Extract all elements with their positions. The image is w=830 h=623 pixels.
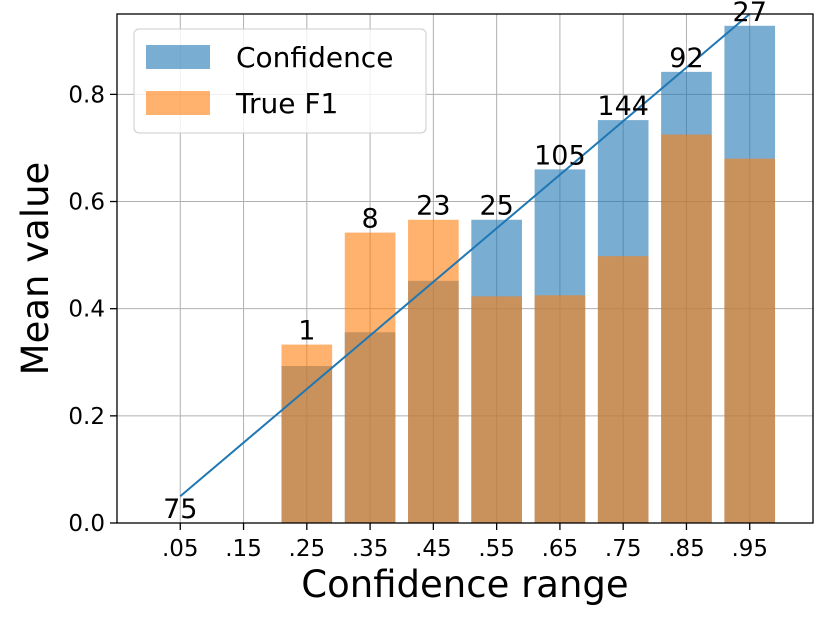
- bar-label-25: 1: [298, 316, 315, 347]
- bar-true-f1-45: [408, 219, 459, 523]
- legend-label-true-f1: True F1: [235, 87, 338, 120]
- x-tick-label-45: .45: [415, 536, 452, 562]
- bar-label-95: 27: [733, 0, 767, 28]
- legend-label-confidence: Confidence: [236, 41, 393, 74]
- x-tick-label-75: .75: [605, 536, 642, 562]
- bar-label-35: 8: [361, 204, 378, 235]
- bar-true-f1-25: [281, 344, 333, 523]
- y-tick-label-0: 0.0: [68, 511, 105, 537]
- x-tick-label-95: .95: [731, 536, 768, 562]
- x-axis-label: Confidence range: [301, 563, 628, 606]
- y-axis-label: Mean value: [14, 162, 57, 376]
- legend-swatch-confidence: [146, 45, 210, 69]
- plot-frame: [116, 13, 814, 524]
- x-tick-label-55: .55: [478, 536, 515, 562]
- legend-swatch-true-f1: [146, 91, 210, 115]
- bar-label-85: 92: [669, 43, 703, 74]
- y-tick-label-2: 0.4: [68, 297, 105, 323]
- y-tick-label-1: 0.2: [68, 404, 105, 430]
- bar-true-f1-55: [471, 296, 522, 523]
- bar-true-f1-95: [724, 158, 776, 524]
- x-tick-label-85: .85: [668, 536, 705, 562]
- bar-true-f1-75: [597, 256, 649, 523]
- bar-label-45: 23: [416, 191, 450, 222]
- bar-label-05: 75: [163, 494, 197, 525]
- reference-line: [179, 13, 751, 497]
- x-tick-label-25: .25: [289, 536, 326, 562]
- y-axis-ticks: 0.0 0.2 0.4 0.6 0.8: [68, 82, 117, 537]
- y-tick-label-4: 0.8: [68, 82, 105, 108]
- bar-true-f1-35: [344, 232, 396, 523]
- bar-true-f1-65: [534, 295, 586, 523]
- bar-label-65: 105: [534, 140, 586, 171]
- x-tick-label-35: .35: [352, 536, 389, 562]
- diagonal-reference-line: [179, 13, 751, 497]
- bar-label-75: 144: [597, 91, 649, 122]
- bar-true-f1-85: [661, 134, 712, 524]
- bars: [281, 25, 776, 524]
- x-tick-label-15: .15: [225, 536, 262, 562]
- legend: Confidence True F1: [133, 28, 427, 134]
- y-tick-label-3: 0.6: [68, 190, 105, 216]
- x-axis-ticks: .05 .15 .25 .35 .45 .55 .65 .75 .85 .95: [162, 523, 768, 562]
- bar-count-labels: 75 1 8 23 25 105 144 92 27: [163, 0, 767, 525]
- x-tick-label-65: .65: [542, 536, 579, 562]
- bar-label-55: 25: [479, 191, 513, 222]
- x-tick-label-05: .05: [162, 536, 199, 562]
